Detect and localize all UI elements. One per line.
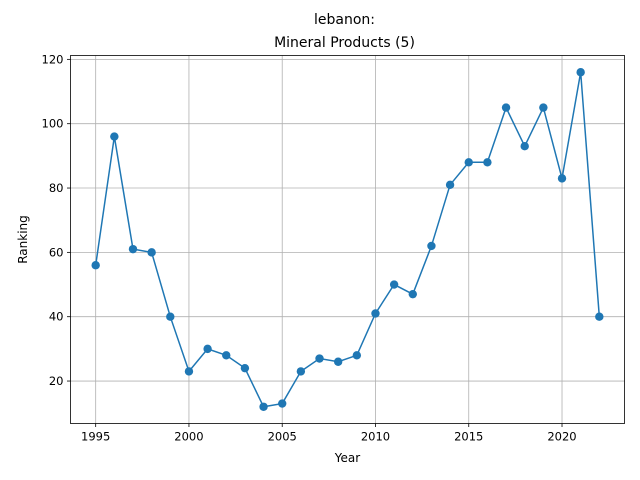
data-point <box>520 142 529 151</box>
data-point <box>333 357 343 366</box>
y-tick-label: 20 <box>49 374 64 388</box>
data-point <box>166 312 175 321</box>
data-points <box>91 68 604 411</box>
x-tick-label: 2020 <box>547 430 576 444</box>
data-point <box>483 158 492 167</box>
x-tick-label: 2010 <box>361 430 390 444</box>
data-point <box>110 132 119 141</box>
series-line <box>94 72 601 408</box>
data-point <box>222 351 231 360</box>
data-point <box>557 174 567 183</box>
y-tick-label: 60 <box>49 245 64 259</box>
data-point <box>576 68 585 77</box>
data-point <box>184 367 194 376</box>
data-point <box>464 158 473 167</box>
data-point <box>427 241 436 251</box>
data-point <box>352 351 362 360</box>
data-point <box>408 289 417 299</box>
x-tick-label: 2000 <box>174 430 203 444</box>
data-point <box>259 402 268 411</box>
data-point <box>296 367 306 376</box>
y-tick-label: 80 <box>49 181 64 195</box>
chart-title: lebanon: <box>314 12 375 28</box>
data-point <box>240 363 250 373</box>
data-point <box>595 312 604 321</box>
data-point <box>501 103 511 112</box>
series-line-group <box>94 72 601 408</box>
data-point <box>278 399 287 408</box>
data-point <box>315 354 324 363</box>
data-point <box>445 180 455 190</box>
y-axis-label: Ranking <box>16 215 30 264</box>
y-tick-label: 100 <box>42 117 64 131</box>
x-tick-label: 1995 <box>81 430 110 444</box>
data-point <box>128 244 138 254</box>
data-point <box>371 309 380 318</box>
data-point <box>203 344 212 354</box>
x-tick-label: 2005 <box>268 430 297 444</box>
y-tick-label: 120 <box>42 52 64 66</box>
chart-subtitle: Mineral Products (5) <box>274 35 415 51</box>
x-axis-label: Year <box>334 451 360 465</box>
y-tick-label: 40 <box>49 310 64 324</box>
x-tick-label: 2015 <box>454 430 483 444</box>
data-point <box>539 103 548 112</box>
data-point <box>389 280 399 289</box>
data-point <box>91 261 100 270</box>
plot-frame <box>70 55 625 424</box>
data-point <box>147 248 156 257</box>
grid <box>70 55 625 424</box>
